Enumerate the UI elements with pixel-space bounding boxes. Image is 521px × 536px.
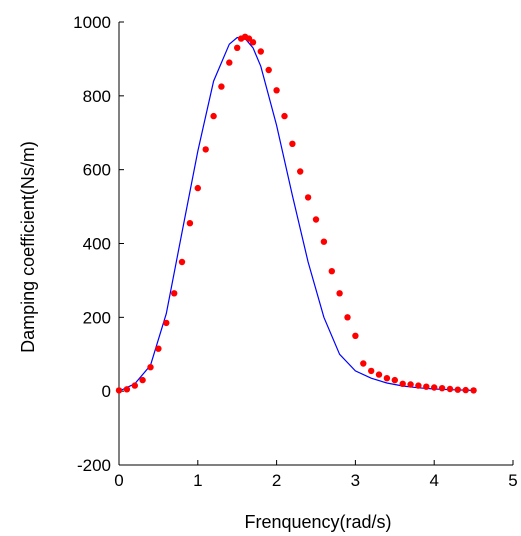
data-point <box>375 371 383 378</box>
data-point <box>226 59 233 66</box>
data-point <box>194 184 201 192</box>
y-axis-label: Damping coefficient(Ns/m) <box>18 141 38 353</box>
data-point <box>234 44 241 51</box>
data-point <box>391 376 398 384</box>
data-point <box>139 376 146 384</box>
series-layer <box>115 33 477 394</box>
data-point <box>115 387 123 394</box>
data-point <box>155 345 162 352</box>
data-point <box>423 383 430 390</box>
x-tick-label: 4 <box>429 471 438 490</box>
data-point <box>163 319 170 327</box>
data-point <box>186 220 194 227</box>
data-point <box>171 290 178 297</box>
data-point <box>312 216 320 223</box>
data-point <box>399 380 406 387</box>
data-point <box>407 381 414 388</box>
data-point <box>249 39 257 46</box>
data-point <box>131 382 138 389</box>
data-point <box>257 48 264 55</box>
y-tick-label: 0 <box>102 382 111 401</box>
x-tick-label: 1 <box>193 471 202 490</box>
data-point <box>462 386 469 394</box>
y-tick-label: 1000 <box>73 13 111 32</box>
data-point <box>202 146 209 153</box>
y-tick-label: 800 <box>83 87 111 106</box>
data-point <box>304 194 312 201</box>
data-point <box>328 268 335 275</box>
data-point <box>336 290 343 297</box>
data-point <box>281 112 288 120</box>
data-point <box>368 367 375 375</box>
y-tick-label: 200 <box>83 308 111 327</box>
data-point <box>218 83 225 90</box>
axes <box>118 22 513 466</box>
y-tick-label: 600 <box>83 161 111 180</box>
data-point <box>446 385 454 393</box>
data-point <box>147 364 154 371</box>
data-point <box>383 375 391 382</box>
data-point <box>210 112 217 120</box>
data-point <box>178 258 186 266</box>
fit-curve-line <box>118 36 474 392</box>
data-point <box>431 384 438 391</box>
data-point <box>265 66 272 74</box>
x-axis-label: Frenquency(rad/s) <box>244 512 391 532</box>
data-point <box>470 387 477 394</box>
data-point <box>273 87 280 94</box>
x-tick-label: 0 <box>114 471 123 490</box>
data-point <box>360 360 367 367</box>
data-point <box>289 140 296 147</box>
data-point <box>123 386 131 393</box>
x-tick-label: 5 <box>508 471 517 490</box>
data-point <box>438 385 446 392</box>
data-point <box>297 168 304 175</box>
y-tick-label: -200 <box>77 456 111 475</box>
y-tick-label: 400 <box>83 235 111 254</box>
data-point <box>415 382 422 389</box>
data-point <box>344 314 351 321</box>
x-tick-label: 3 <box>351 471 360 490</box>
x-tick-label: 2 <box>272 471 281 490</box>
data-point <box>352 332 359 339</box>
data-point <box>454 386 461 393</box>
data-point <box>320 238 328 245</box>
